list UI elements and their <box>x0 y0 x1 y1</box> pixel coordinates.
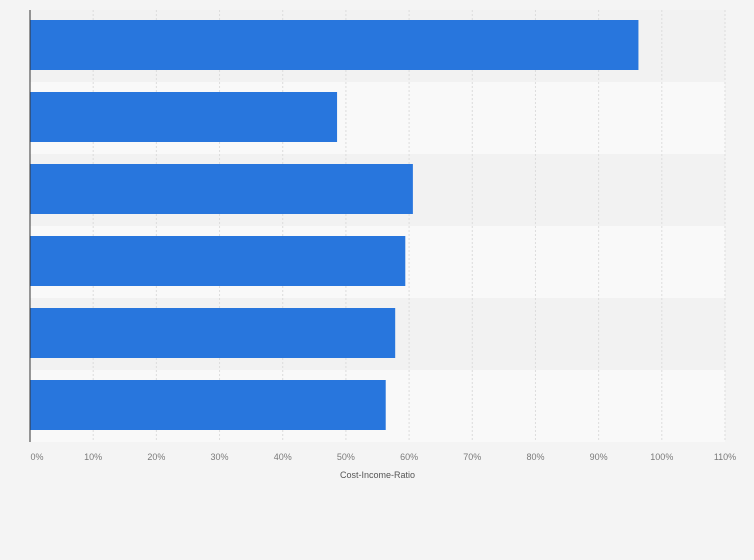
bar[interactable] <box>30 20 639 70</box>
x-tick-label: 60% <box>400 452 418 462</box>
bar[interactable] <box>30 308 396 358</box>
x-tick-label: 30% <box>211 452 229 462</box>
x-tick-label: 20% <box>147 452 165 462</box>
x-tick-label: 0% <box>30 452 43 462</box>
x-tick-label: 100% <box>650 452 673 462</box>
bar[interactable] <box>30 164 413 214</box>
x-tick-label: 10% <box>84 452 102 462</box>
x-tick-label: 80% <box>526 452 544 462</box>
x-tick-label: 40% <box>274 452 292 462</box>
x-tick-label: 90% <box>590 452 608 462</box>
x-axis-title: Cost-Income-Ratio <box>340 470 415 480</box>
x-tick-label: 50% <box>337 452 355 462</box>
bar[interactable] <box>30 236 406 286</box>
x-tick-label: 70% <box>463 452 481 462</box>
gridlines <box>92 10 726 442</box>
bars <box>30 20 639 430</box>
bar[interactable] <box>30 92 338 142</box>
x-tick-labels: 0% 10% 20% 30% 40% 50% 60% 70% 80% 90% 100% 110% <box>30 452 736 462</box>
x-tick-label: 110% <box>714 452 736 462</box>
bar[interactable] <box>30 380 386 430</box>
row-bands <box>30 10 725 442</box>
